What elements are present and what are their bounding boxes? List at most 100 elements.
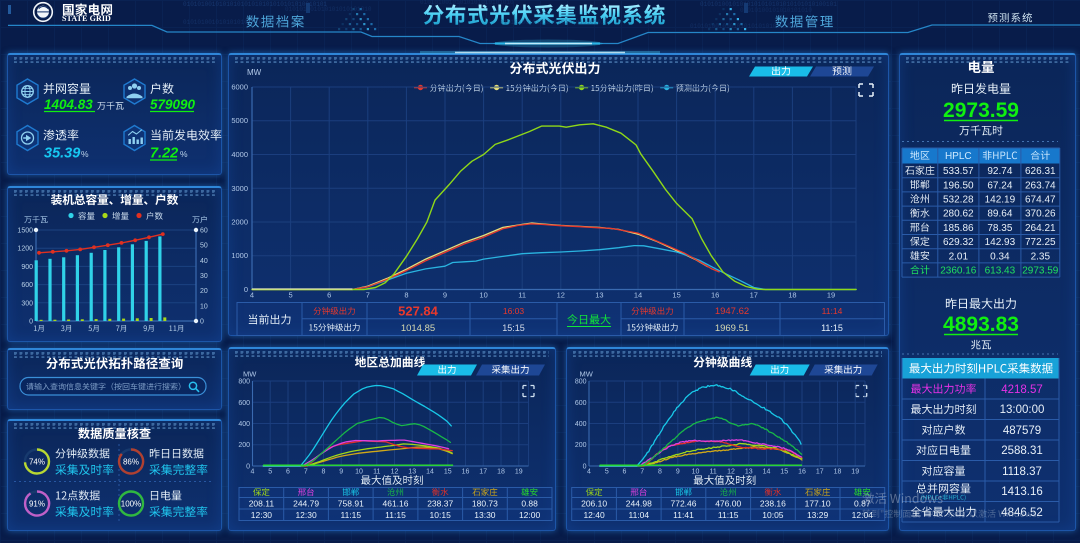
- svg-text:0: 0: [246, 464, 250, 471]
- svg-text:35.39: 35.39: [44, 146, 80, 162]
- svg-text:487579: 487579: [1003, 425, 1041, 437]
- svg-text:0.34: 0.34: [990, 251, 1010, 262]
- svg-text:200: 200: [575, 442, 587, 449]
- svg-text:900: 900: [21, 264, 33, 271]
- svg-text:74%: 74%: [29, 458, 45, 467]
- svg-text:533.57: 533.57: [943, 166, 974, 177]
- svg-text:91%: 91%: [29, 500, 45, 509]
- svg-text:14: 14: [426, 469, 434, 476]
- svg-text:177.10: 177.10: [805, 499, 831, 509]
- svg-text:200: 200: [238, 442, 250, 449]
- svg-text:15: 15: [444, 469, 452, 476]
- svg-text:2588.31: 2588.31: [1001, 445, 1043, 457]
- svg-text:12:30: 12:30: [251, 510, 273, 520]
- svg-text:10: 10: [692, 469, 700, 476]
- svg-text:13:00:00: 13:00:00: [1000, 404, 1045, 416]
- svg-text:0: 0: [29, 319, 33, 326]
- svg-text:18: 18: [788, 291, 796, 300]
- svg-text:142.19: 142.19: [985, 195, 1016, 206]
- svg-text:196.50: 196.50: [943, 180, 974, 191]
- svg-text:13:29: 13:29: [807, 510, 829, 520]
- svg-text:19: 19: [827, 291, 835, 300]
- svg-text:18: 18: [497, 469, 505, 476]
- svg-text:12:30: 12:30: [295, 510, 317, 520]
- svg-text:2.35: 2.35: [1031, 251, 1051, 262]
- svg-text:14: 14: [763, 469, 771, 476]
- svg-text:1404.83: 1404.83: [44, 97, 93, 112]
- svg-text:300: 300: [21, 300, 33, 307]
- svg-text:16: 16: [462, 469, 470, 476]
- svg-text:11: 11: [710, 469, 717, 476]
- svg-text:010101001010101010101010: 010101001010101010101010: [285, 6, 372, 13]
- svg-text:13: 13: [408, 469, 416, 476]
- svg-text:1014.85: 1014.85: [401, 323, 435, 334]
- svg-text:14: 14: [634, 291, 642, 300]
- svg-text:800: 800: [238, 379, 250, 386]
- svg-text:3000: 3000: [231, 184, 248, 193]
- svg-text:18: 18: [834, 469, 842, 476]
- svg-text:400: 400: [575, 421, 587, 428]
- svg-text:2973.59: 2973.59: [1022, 266, 1059, 277]
- svg-text:11: 11: [518, 291, 526, 300]
- svg-text:11:04: 11:04: [628, 510, 649, 520]
- svg-text:4000: 4000: [231, 150, 248, 159]
- svg-text:MW: MW: [580, 370, 594, 379]
- svg-text:16: 16: [711, 291, 719, 300]
- svg-text:2360.16: 2360.16: [940, 266, 977, 277]
- svg-text:4846.52: 4846.52: [1001, 507, 1043, 519]
- svg-text:17: 17: [750, 291, 758, 300]
- svg-text:2000: 2000: [231, 218, 248, 227]
- svg-text:010101001010101010101010101010: 0101010010101010101010101010101010010101: [183, 1, 327, 8]
- svg-text:4: 4: [251, 469, 255, 476]
- svg-text:772.46: 772.46: [671, 499, 697, 509]
- svg-text:10: 10: [355, 469, 363, 476]
- svg-text:0101010010101010101010101010: 0101010010101010101010101010: [183, 19, 284, 26]
- svg-text:5: 5: [605, 469, 609, 476]
- svg-text:208.11: 208.11: [249, 499, 275, 509]
- svg-text:476.00: 476.00: [715, 499, 741, 509]
- svg-text:1500: 1500: [17, 228, 33, 235]
- svg-text:HPLC: HPLC: [945, 151, 972, 162]
- svg-text:89.64: 89.64: [987, 209, 1012, 220]
- svg-text:800: 800: [575, 379, 587, 386]
- svg-text:12: 12: [557, 291, 565, 300]
- svg-text:280.62: 280.62: [943, 209, 974, 220]
- svg-text:0: 0: [200, 319, 204, 326]
- svg-text:1969.51: 1969.51: [715, 323, 749, 334]
- svg-text:9: 9: [443, 291, 447, 300]
- svg-text:2973.59: 2973.59: [943, 99, 1019, 122]
- svg-text:600: 600: [238, 400, 250, 407]
- svg-text:10: 10: [200, 303, 208, 310]
- svg-text:1000: 1000: [231, 251, 248, 260]
- svg-text:4218.57: 4218.57: [1001, 384, 1043, 396]
- svg-text:613.43: 613.43: [985, 266, 1016, 277]
- svg-text:579090: 579090: [150, 97, 196, 112]
- svg-text:244.79: 244.79: [293, 499, 319, 509]
- svg-text:8: 8: [658, 469, 662, 476]
- svg-text:12: 12: [391, 469, 399, 476]
- svg-text:67.24: 67.24: [987, 180, 1012, 191]
- svg-text:185.86: 185.86: [943, 223, 974, 234]
- svg-text:8: 8: [322, 469, 326, 476]
- svg-text:11:15: 11:15: [821, 323, 843, 333]
- svg-text:19: 19: [851, 469, 859, 476]
- svg-text:16: 16: [798, 469, 806, 476]
- svg-text:11: 11: [373, 469, 380, 476]
- svg-text:30: 30: [200, 273, 208, 280]
- svg-text:1118.37: 1118.37: [1002, 466, 1042, 478]
- svg-text:772.25: 772.25: [1025, 237, 1056, 248]
- svg-text:17: 17: [816, 469, 824, 476]
- svg-text:758.91: 758.91: [338, 499, 364, 509]
- svg-text:0: 0: [244, 285, 248, 294]
- svg-text:01010100101010101010101010: 01010100101010101010101010: [420, 0, 514, 6]
- svg-text:010101001010101010101010101010: 01010100101010101010101010101010100101: [700, 1, 837, 8]
- svg-text:7: 7: [366, 291, 370, 300]
- svg-text:15:15: 15:15: [502, 323, 525, 333]
- svg-text:626.31: 626.31: [1025, 166, 1056, 177]
- svg-text:100%: 100%: [121, 500, 141, 509]
- svg-text:6: 6: [623, 469, 627, 476]
- svg-text:0.87: 0.87: [854, 499, 871, 509]
- svg-text:532.28: 532.28: [943, 195, 974, 206]
- svg-text:5000: 5000: [231, 116, 248, 125]
- svg-text:7.22: 7.22: [150, 146, 178, 162]
